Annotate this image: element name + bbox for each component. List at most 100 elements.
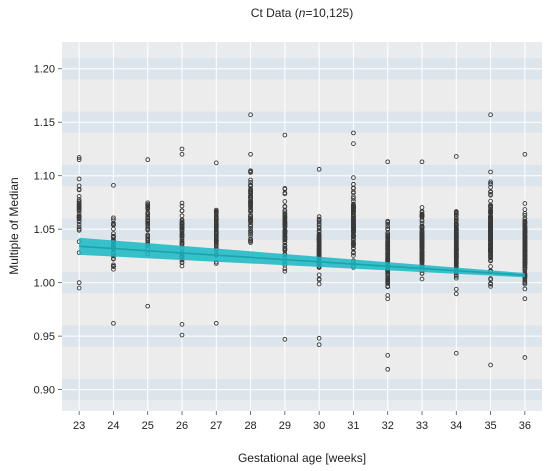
data-point [351, 249, 356, 255]
data-point [351, 194, 356, 200]
data-point [522, 235, 528, 240]
data-point [111, 215, 116, 221]
data-point [419, 238, 425, 243]
data-point [522, 201, 528, 206]
data-point [179, 221, 185, 227]
data-point [282, 235, 288, 241]
data-point [453, 217, 459, 223]
x-tick-label: 23 [73, 420, 85, 432]
data-point [522, 240, 528, 246]
data-point [179, 232, 185, 238]
grid-band-minor [62, 79, 542, 112]
data-point [213, 222, 219, 228]
data-point [111, 234, 116, 240]
data-point [453, 258, 459, 263]
point-column-35 [488, 112, 493, 368]
data-point [351, 141, 356, 146]
data-point [385, 296, 391, 302]
data-point [179, 332, 185, 338]
data-point [419, 159, 425, 165]
data-point [145, 221, 151, 226]
chart-title: Ct Data (n=10,125) [251, 6, 353, 20]
data-point [488, 202, 493, 208]
data-point [385, 353, 391, 358]
data-point [179, 146, 185, 152]
data-point [213, 207, 219, 213]
data-point [145, 212, 151, 218]
data-point [419, 223, 425, 229]
grid-band-minor [62, 346, 542, 379]
data-point [145, 206, 151, 212]
y-tick-label: 1.15 [34, 117, 55, 129]
data-point [385, 281, 391, 286]
data-point [488, 184, 493, 190]
data-point [248, 230, 253, 235]
data-point [76, 183, 82, 189]
data-point [488, 179, 493, 185]
data-point [179, 322, 185, 327]
data-point [282, 230, 288, 235]
x-tick-label: 35 [484, 420, 496, 432]
data-point [522, 227, 528, 233]
x-axis-ticks: 23 24 25 26 27 28 29 30 31 32 33 34 35 36 [73, 411, 531, 432]
y-tick-label: 0.90 [34, 385, 55, 397]
y-tick-label: 1.00 [34, 278, 55, 290]
data-point [351, 198, 356, 204]
data-point [522, 239, 528, 245]
data-point [248, 218, 253, 224]
data-point [213, 231, 219, 236]
data-point [522, 286, 528, 292]
data-point [213, 229, 219, 234]
data-point [282, 244, 288, 250]
data-point [385, 221, 391, 227]
data-point [179, 208, 185, 214]
data-point [179, 235, 185, 241]
data-point [282, 224, 288, 229]
data-point [351, 203, 356, 209]
data-point [111, 226, 116, 232]
data-point [76, 205, 82, 210]
data-point [213, 242, 219, 248]
data-point [316, 214, 322, 219]
x-axis-title: Gestational age [weeks] [238, 451, 366, 465]
data-point [282, 242, 288, 248]
data-point [385, 251, 391, 257]
data-point [385, 230, 391, 236]
data-point [488, 214, 493, 220]
data-point [453, 286, 459, 292]
point-column-27 [213, 160, 219, 326]
point-column-28 [248, 112, 253, 245]
plot-background [62, 42, 542, 411]
y-axis-title: Multiple of Median [7, 177, 21, 274]
data-point [179, 228, 185, 234]
data-point [351, 232, 356, 238]
data-point [316, 243, 322, 248]
data-point [351, 185, 356, 191]
data-point [282, 215, 288, 221]
data-point [488, 244, 493, 250]
data-point [488, 246, 493, 251]
data-point [522, 232, 528, 237]
y-tick-label: 1.10 [34, 171, 55, 183]
data-point [145, 200, 151, 206]
data-point [179, 203, 185, 209]
data-point [248, 182, 253, 188]
data-point [213, 210, 219, 215]
data-point [488, 230, 493, 235]
x-tick-label: 26 [176, 420, 188, 432]
data-point [488, 281, 493, 286]
data-point [453, 260, 459, 265]
data-point [179, 259, 185, 265]
data-point [282, 199, 288, 204]
data-point [488, 234, 493, 240]
x-tick-label: 32 [382, 420, 394, 432]
data-point [316, 166, 322, 172]
data-point [419, 214, 425, 220]
data-point [248, 183, 253, 189]
data-point [453, 215, 459, 221]
y-tick-label: 1.20 [34, 64, 55, 76]
data-point [282, 237, 288, 243]
data-point [179, 151, 185, 157]
